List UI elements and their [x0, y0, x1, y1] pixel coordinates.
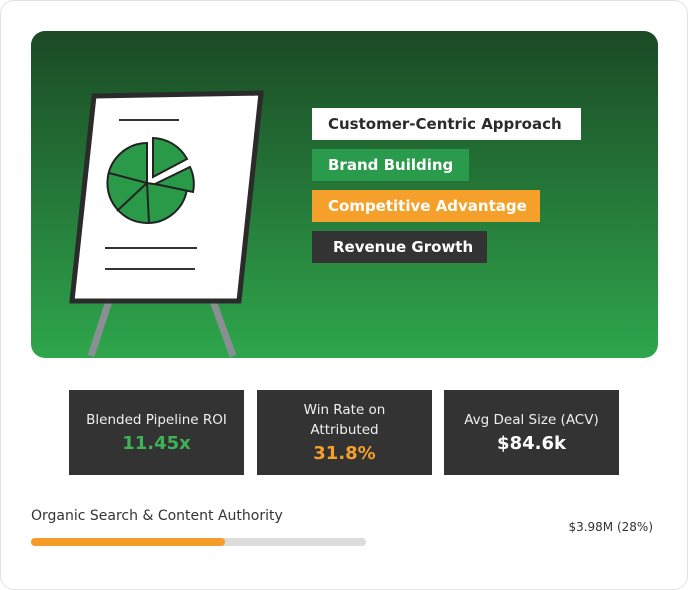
progress-track	[31, 538, 366, 546]
metric-label: Blended Pipeline ROI	[86, 411, 227, 428]
progress-value: $3.98M (28%)	[568, 520, 653, 534]
tag: Customer-Centric Approach	[312, 108, 581, 140]
metric-label: Avg Deal Size (ACV)	[464, 411, 599, 428]
easel	[69, 90, 264, 358]
metric-value: 31.8%	[313, 442, 376, 464]
metric-label: Win Rate on Attributed	[303, 401, 386, 438]
tag: Competitive Advantage	[312, 190, 540, 222]
metric-card: Avg Deal Size (ACV) $84.6k	[444, 390, 619, 475]
tag: Brand Building	[312, 149, 469, 181]
progress-label: Organic Search & Content Authority	[31, 508, 283, 524]
metric-card: Blended Pipeline ROI 11.45x	[69, 390, 244, 475]
metric-value: $84.6k	[497, 432, 566, 454]
metric-value: 11.45x	[122, 432, 191, 454]
progress-fill	[31, 538, 226, 546]
tag: Revenue Growth	[312, 231, 487, 263]
metric-card: Win Rate on Attributed 31.8%	[257, 390, 432, 475]
